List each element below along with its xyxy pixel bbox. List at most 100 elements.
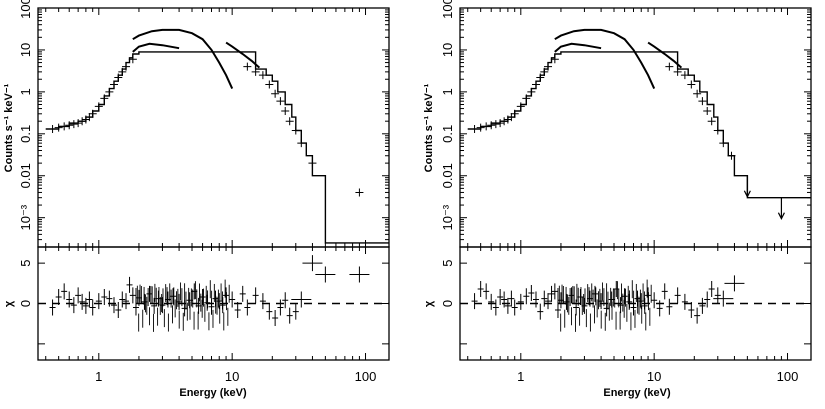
residual-point (129, 287, 136, 304)
right-panel: 1 10 100 100 10 1 0.1 0.01 10⁻³ 5 0 Energy (keV) Cou… (423, 0, 812, 399)
residual-point (151, 297, 158, 314)
residual-y-tick-label: 0 (440, 300, 455, 307)
residual-point (551, 283, 558, 300)
residual-point (528, 285, 535, 302)
residual-point (688, 301, 695, 318)
residual-point (75, 287, 82, 304)
data-point (69, 120, 78, 129)
residual-point (291, 291, 312, 308)
data-point (276, 97, 285, 106)
data-point (291, 126, 300, 135)
y-tick-label: 0.1 (18, 125, 33, 143)
data-point (88, 109, 97, 118)
data-point (680, 71, 689, 80)
residual-point (181, 300, 188, 317)
x-axis-label: Energy (keV) (603, 387, 671, 399)
residual-point (548, 285, 555, 302)
data-point (713, 126, 722, 135)
residual-point (244, 299, 251, 316)
data-point (355, 188, 364, 197)
residual-point (508, 290, 515, 307)
residual-point (176, 293, 183, 310)
residual-point (234, 301, 241, 318)
residual-point (573, 299, 580, 316)
data-point (65, 121, 74, 130)
data-point (673, 67, 682, 76)
data-point (531, 80, 540, 89)
y-tick-label: 0.01 (18, 163, 33, 188)
data-point (707, 117, 716, 126)
top-panel-frame (459, 7, 812, 248)
y-tick-label: 10⁻³ (440, 204, 455, 230)
data-point (527, 87, 536, 96)
residual-point (106, 290, 113, 307)
residual-y-tick-label: 5 (18, 260, 33, 267)
model-curve (225, 41, 261, 69)
residual-point (302, 255, 323, 272)
y-tick-label: 10 (18, 43, 33, 57)
residual-point (123, 293, 130, 310)
residual-point (681, 293, 688, 310)
data-point (109, 80, 118, 89)
residual-point (613, 280, 620, 297)
residual-point (239, 285, 246, 302)
x-tick-label: 10 (225, 369, 239, 384)
residual-point (492, 299, 499, 316)
residual-point (661, 283, 668, 300)
residual-point (61, 283, 68, 300)
residual-point (724, 275, 745, 292)
residual-point (708, 280, 715, 297)
data-point (60, 122, 69, 131)
data-point (100, 94, 109, 103)
residual-point (266, 303, 273, 320)
data-point (507, 113, 516, 122)
residual-point (523, 288, 530, 305)
residual-point (70, 297, 77, 314)
data-point (48, 125, 57, 134)
residual-point (517, 293, 524, 310)
data-point (510, 109, 519, 118)
residual-point (272, 310, 279, 327)
residual-point (488, 293, 495, 310)
data-point (719, 139, 728, 148)
residual-y-axis-label: χ (3, 300, 15, 307)
data-point (500, 117, 509, 126)
data-point (540, 67, 549, 76)
residual-point (49, 299, 56, 316)
residual-point (694, 307, 701, 324)
y-tick-label: 1 (18, 88, 33, 95)
residual-point (471, 293, 478, 310)
data-point (74, 119, 83, 128)
residual-point (101, 289, 108, 306)
top-panel-frame (37, 7, 390, 248)
model-curve (132, 28, 234, 90)
residual-point (537, 303, 544, 320)
upper-limit-arrow (777, 197, 785, 221)
y-axis-label: Counts s⁻¹ keV⁻¹ (3, 83, 15, 172)
data-point (482, 122, 491, 131)
data-point (122, 62, 131, 71)
data-point (470, 125, 479, 134)
residual-point (282, 292, 289, 309)
residual-point (674, 287, 681, 304)
data-point (118, 67, 127, 76)
data-point (114, 73, 123, 82)
data-point (727, 151, 736, 160)
data-point (487, 121, 496, 130)
residual-point (714, 287, 721, 304)
x-tick-label: 100 (355, 369, 377, 384)
data-point (285, 117, 294, 126)
residual-point (704, 291, 711, 308)
data-point (693, 89, 702, 98)
x-tick-label: 1 (95, 369, 102, 384)
residual-point (477, 280, 484, 297)
data-point (78, 117, 87, 126)
residual-point (651, 292, 658, 309)
residual-point (86, 291, 93, 308)
y-tick-label: 100 (440, 0, 455, 19)
data-point (550, 55, 559, 64)
residual-point (110, 297, 117, 314)
data-point (94, 102, 103, 111)
residual-point (66, 291, 73, 308)
model-curve (647, 41, 683, 69)
